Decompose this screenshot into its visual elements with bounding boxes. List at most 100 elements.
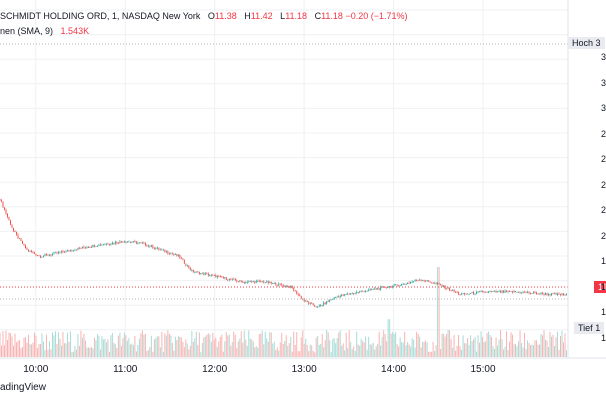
candle-body [29,250,31,252]
volume-bar [428,351,430,357]
candle-body [534,292,536,293]
volume-bar [63,343,65,357]
candle-body [393,284,395,286]
volume-bar [537,344,539,357]
candle-body [125,241,127,243]
time-axis-label: 13:00 [292,364,317,375]
volume-bar [375,346,377,357]
candle-body [245,281,247,283]
candle-body [315,306,317,308]
candle-body [474,293,476,295]
candle-body [546,293,548,295]
volume-bar [122,338,124,357]
volume-bar [132,344,134,357]
candle-body [0,200,2,202]
candle-body [515,291,517,293]
price-axis-tick: 3 [600,103,606,113]
volume-bar [372,342,374,357]
volume-bar [356,331,358,357]
candle-body [296,290,298,295]
volume-bar [180,337,182,357]
volume-bar [138,338,140,357]
candle-body [290,285,292,288]
candle-body [545,293,547,295]
candle-body [206,273,208,275]
last-price-pill: 11.18 [594,281,606,293]
volume-bar [197,345,199,357]
candle-body [558,293,560,295]
candle-body [531,293,533,294]
candle-body [224,277,226,279]
candle-body [269,281,271,284]
volume-bar [186,343,188,357]
volume-bar [558,349,560,357]
candle-body [300,296,302,299]
price-axis-tick: 2 [600,154,606,164]
volume-bar [504,346,506,357]
volume-bar [495,337,497,357]
candle-body [503,290,505,293]
volume-bar [260,333,262,357]
volume-bar [240,331,242,357]
price-axis-tick: 1 [600,332,606,343]
volume-bar [191,331,193,357]
volume-bar [393,333,395,357]
candle-body [560,294,562,296]
volume-bar [473,339,475,357]
candle-body [354,292,356,294]
candle-body [9,220,11,225]
volume-bar [24,337,26,357]
candle-body [45,254,47,256]
candle-body [270,281,272,284]
volume-bar [278,350,280,357]
volume-bar [65,343,67,357]
candle-body [194,272,196,274]
price-axis-tick: 1 [600,307,606,317]
candle-body [419,279,421,281]
volume-bar [72,351,74,357]
candle-body [380,286,382,290]
volume-bar [66,332,68,357]
volume-bar [384,334,386,357]
candle-body [192,269,194,273]
candle-body [83,246,85,248]
candle-body [533,292,535,294]
volume-bar [264,331,266,357]
time-axis-label: 14:00 [381,364,406,375]
volume-bar [219,336,221,357]
volume-bar [248,330,250,357]
volume-bar [263,344,265,357]
volume-bar [44,350,46,357]
candle-body [353,293,355,294]
candle-body [80,248,82,249]
volume-bar [315,337,317,357]
volume-bar [494,348,496,357]
candle-body [120,241,122,243]
volume-bar [257,347,259,357]
volume-bar [564,333,566,357]
volume-bar [419,336,421,357]
volume-bar [81,337,83,357]
candle-body [369,288,371,290]
volume-bar [416,331,418,357]
candle-body [218,276,220,277]
volume-bar [33,332,35,357]
candle-body [452,289,454,291]
volume-bar [53,335,55,357]
candle-body [287,286,289,287]
candle-body [539,293,541,295]
candle-body [231,278,233,280]
candle-body [549,294,551,296]
candle-body [344,294,346,296]
candle-body [455,291,457,293]
candle-body [351,293,353,295]
candle-body [456,292,458,293]
candle-body [557,293,559,295]
candle-body [162,249,164,251]
candle-body [138,242,140,244]
candle-body [375,288,377,290]
candle-body [8,216,10,221]
volume-bar [461,349,463,357]
volume-bar [458,334,460,357]
